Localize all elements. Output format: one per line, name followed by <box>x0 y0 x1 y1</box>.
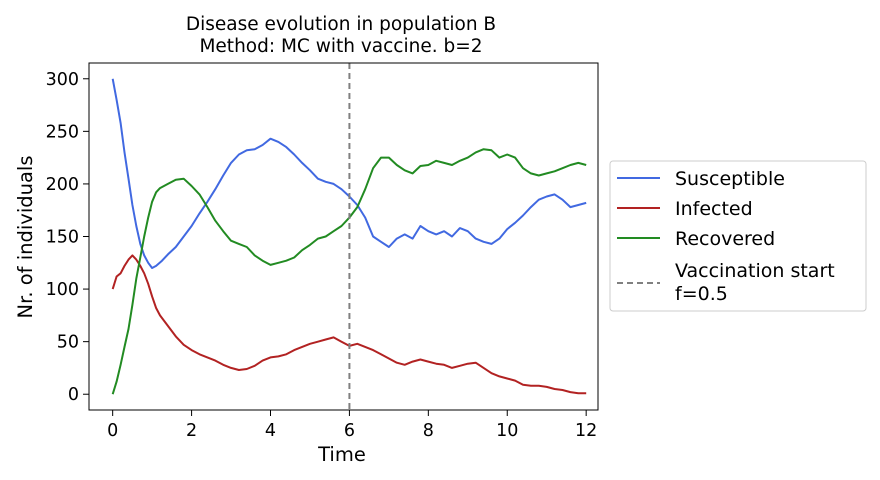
legend-label-vaccination-line-2: f=0.5 <box>675 283 728 305</box>
x-axis-label: Time <box>317 443 366 466</box>
x-tick-label: 0 <box>107 421 118 441</box>
chart-subtitle: Method: MC with vaccine. b=2 <box>199 36 482 57</box>
legend-label-vaccination: Vaccination start f=0.5 <box>675 260 841 305</box>
x-tick-label: 2 <box>186 421 197 441</box>
y-tick-label: 250 <box>46 122 79 142</box>
y-axis-label: Nr. of individuals <box>14 156 37 319</box>
x-tick-label: 4 <box>265 421 276 441</box>
plot-frame <box>88 62 599 411</box>
legend-frame <box>609 160 867 312</box>
x-tick-label: 12 <box>575 421 597 441</box>
legend-label-susceptible: Susceptible <box>675 168 785 190</box>
legend-label-recovered: Recovered <box>675 228 775 250</box>
y-tick-label: 100 <box>46 280 79 300</box>
legend: Susceptible Infected Recovered Vaccinati… <box>609 160 867 312</box>
y-tick-label: 50 <box>57 333 79 353</box>
series-line-recovered <box>111 148 587 395</box>
y-axis: 0 50 100 150 200 250 300 <box>46 70 89 405</box>
legend-label-vaccination-line-1: Vaccination start <box>675 260 835 282</box>
series-line-susceptible <box>111 78 587 269</box>
x-axis: 0 2 4 6 8 10 12 <box>107 410 597 441</box>
series-line-infected <box>111 254 587 395</box>
x-tick-label: 6 <box>344 421 355 441</box>
y-tick-label: 300 <box>46 70 79 90</box>
x-tick-label: 10 <box>496 421 518 441</box>
chart-title: Disease evolution in population B <box>186 14 496 35</box>
y-tick-label: 200 <box>46 175 79 195</box>
y-tick-label: 150 <box>46 228 79 248</box>
x-tick-label: 8 <box>423 421 434 441</box>
y-tick-label: 0 <box>68 385 79 405</box>
legend-label-infected: Infected <box>675 198 753 220</box>
series-layer <box>111 78 587 395</box>
